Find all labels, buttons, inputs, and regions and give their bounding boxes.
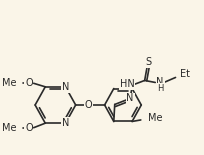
Text: O: O [84,100,92,110]
Text: Et: Et [180,69,190,80]
Text: H: H [157,84,163,93]
Text: HN: HN [120,80,135,89]
Text: N: N [62,118,69,128]
Text: N: N [126,93,134,103]
Text: N: N [62,82,69,92]
Text: O: O [25,123,33,133]
Text: O: O [25,78,33,88]
Text: N: N [156,78,164,87]
Text: Me: Me [2,78,16,88]
Text: Me: Me [2,123,16,133]
Text: Me: Me [147,113,162,123]
Text: S: S [145,58,152,67]
